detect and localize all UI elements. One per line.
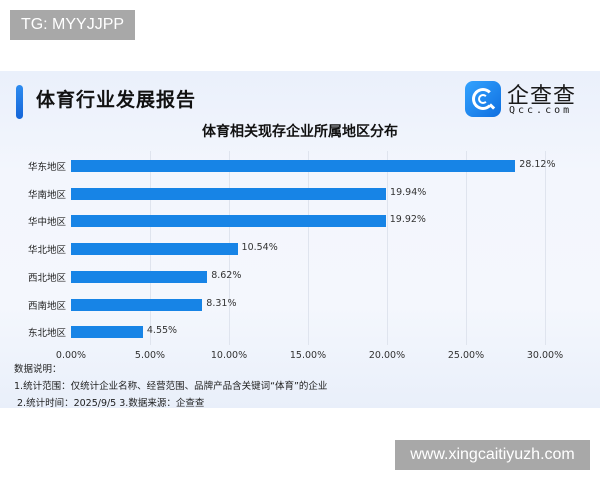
qcc-logo: 企查查 Qcc.com [465, 81, 585, 123]
value-label: 19.94% [390, 186, 427, 198]
chart-title: 体育相关现存企业所属地区分布 [202, 124, 398, 140]
bar [71, 187, 387, 200]
title-accent-bar [16, 85, 23, 119]
value-label: 4.55% [146, 325, 178, 337]
x-tick-label: 30.00% [526, 350, 564, 361]
value-label: 8.62% [211, 269, 242, 281]
category-label: 东北地区 [27, 328, 66, 340]
category-label: 华北地区 [27, 245, 66, 257]
category-label: 华东地区 [27, 162, 66, 173]
x-tick-label: 15.00% [289, 350, 327, 361]
x-tick-label: 10.00% [210, 350, 248, 361]
bar [71, 215, 386, 228]
category-label: 华南地区 [27, 189, 66, 201]
logo-name: 企查查 [507, 84, 577, 109]
bar [71, 243, 238, 256]
value-label: 19.92% [389, 214, 426, 226]
bar [71, 160, 516, 172]
value-label: 8.31% [206, 297, 237, 309]
bar [71, 326, 143, 339]
notes-heading: 数据说明： [14, 364, 62, 375]
report-card: 体育行业发展报告 企查查 Qcc.com 体育相关现存企业所属地区分布 0.00… [0, 71, 600, 409]
x-tick-label: 25.00% [447, 350, 485, 361]
bar [71, 298, 203, 311]
gridline [466, 151, 467, 345]
value-label: 10.54% [241, 242, 278, 254]
category-label: 西南地区 [27, 300, 66, 312]
x-tick-label: 0.00% [55, 350, 87, 361]
category-label: 西北地区 [27, 272, 66, 284]
gridline [308, 151, 309, 345]
watermark-bottom: www.xingcaitiyuzh.com [395, 440, 590, 470]
data-notes: 数据说明： 1.统计范围：仅统计企业名称、经营范围、品牌产品含关键词“体育”的企… [14, 361, 327, 412]
x-tick-label: 5.00% [134, 350, 166, 361]
gridline [387, 151, 388, 345]
notes-line-2: 2.统计时间：2025/9/5 3.数据来源：企查查 [17, 398, 205, 409]
logo-url: Qcc.com [509, 105, 573, 116]
gridline [545, 151, 546, 345]
bar [71, 270, 208, 283]
qcc-logo-icon [465, 81, 501, 117]
category-label: 华中地区 [27, 217, 66, 229]
notes-line-1: 1.统计范围：仅统计企业名称、经营范围、品牌产品含关键词“体育”的企业 [14, 381, 328, 392]
bar-chart: 0.00% 5.00% 10.00% 15.00% 20.00% 25.00% 30.00%… [0, 71, 600, 408]
value-label: 28.12% [519, 159, 556, 170]
report-title: 体育行业发展报告 [36, 89, 197, 111]
x-tick-label: 20.00% [368, 350, 406, 361]
watermark-top: TG: MYYJJPP [10, 10, 135, 40]
